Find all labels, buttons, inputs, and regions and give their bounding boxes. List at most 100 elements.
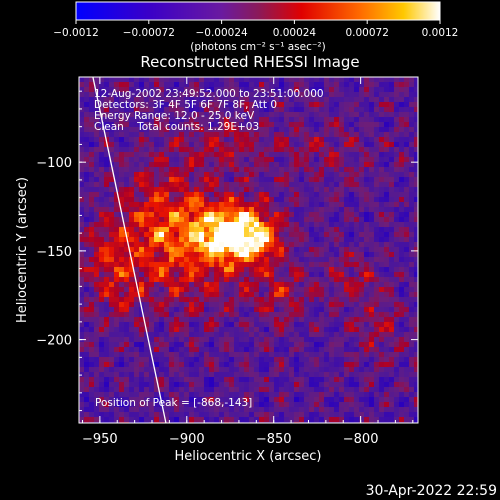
heatmap-cell <box>214 122 220 128</box>
heatmap-cell <box>309 102 315 108</box>
heatmap-cell <box>209 352 215 358</box>
heatmap-cell <box>214 402 220 408</box>
heatmap-cell <box>234 127 240 133</box>
heatmap-cell <box>389 317 395 323</box>
heatmap-cell <box>314 142 320 148</box>
y-tick-label: −150 <box>36 245 72 260</box>
heatmap-cell <box>194 332 200 338</box>
heatmap-cell <box>344 357 350 363</box>
heatmap-cell <box>179 102 185 108</box>
heatmap-cell <box>334 402 340 408</box>
heatmap-cell <box>189 382 195 388</box>
heatmap-cell <box>109 277 115 283</box>
heatmap-cell <box>244 377 250 383</box>
heatmap-cell <box>349 152 355 158</box>
heatmap-cell <box>194 152 200 158</box>
heatmap-cell <box>224 207 230 213</box>
heatmap-cell <box>339 212 345 218</box>
heatmap-cell <box>94 152 100 158</box>
heatmap-cell <box>344 392 350 398</box>
heatmap-cell <box>94 417 100 423</box>
heatmap-cell <box>124 207 130 213</box>
heatmap-cell <box>214 207 220 213</box>
heatmap-cell <box>159 392 165 398</box>
heatmap-cell <box>274 262 280 268</box>
heatmap-cell <box>344 337 350 343</box>
heatmap-cell <box>214 327 220 333</box>
heatmap-cell <box>189 372 195 378</box>
heatmap-cell <box>294 192 300 198</box>
heatmap-cell <box>139 332 145 338</box>
heatmap-cell <box>259 197 265 203</box>
heatmap-cell <box>379 207 385 213</box>
heatmap-cell <box>224 222 230 228</box>
heatmap-cell <box>249 417 255 423</box>
heatmap-cell <box>289 387 295 393</box>
heatmap-cell <box>99 347 105 353</box>
heatmap-cell <box>189 272 195 278</box>
heatmap-cell <box>369 207 375 213</box>
heatmap-cell <box>274 252 280 258</box>
heatmap-cell <box>254 122 260 128</box>
heatmap-cell <box>214 282 220 288</box>
heatmap-cell <box>234 97 240 103</box>
heatmap-cell <box>259 212 265 218</box>
heatmap-cell <box>384 232 390 238</box>
heatmap-cell <box>164 97 170 103</box>
heatmap-cell <box>214 377 220 383</box>
heatmap-cell <box>394 192 400 198</box>
heatmap-cell <box>244 97 250 103</box>
heatmap-cell <box>179 217 185 223</box>
heatmap-cell <box>154 402 160 408</box>
heatmap-cell <box>354 107 360 113</box>
heatmap-cell <box>289 97 295 103</box>
heatmap-cell <box>399 127 405 133</box>
heatmap-cell <box>229 267 235 273</box>
heatmap-cell <box>394 212 400 218</box>
heatmap-cell <box>194 212 200 218</box>
heatmap-cell <box>119 407 125 413</box>
heatmap-cell <box>99 212 105 218</box>
heatmap-cell <box>224 107 230 113</box>
heatmap-cell <box>269 357 275 363</box>
heatmap-cell <box>384 157 390 163</box>
heatmap-cell <box>219 107 225 113</box>
heatmap-cell <box>124 277 130 283</box>
heatmap-cell <box>129 142 135 148</box>
heatmap-cell <box>144 192 150 198</box>
heatmap-cell <box>349 162 355 168</box>
heatmap-cell <box>149 252 155 258</box>
heatmap-cell <box>209 297 215 303</box>
heatmap-cell <box>149 247 155 253</box>
heatmap-cell <box>379 212 385 218</box>
heatmap-cell <box>94 282 100 288</box>
heatmap-cell <box>409 237 415 243</box>
heatmap-cell <box>84 342 90 348</box>
heatmap-cell <box>254 182 260 188</box>
heatmap-cell <box>374 292 380 298</box>
heatmap-cell <box>294 217 300 223</box>
heatmap-cell <box>349 212 355 218</box>
heatmap-cell <box>304 82 310 88</box>
heatmap-cell <box>234 287 240 293</box>
heatmap-cell <box>319 262 325 268</box>
heatmap-cell <box>174 197 180 203</box>
heatmap-cell <box>394 182 400 188</box>
heatmap-cell <box>384 382 390 388</box>
heatmap-cell <box>369 202 375 208</box>
heatmap-cell <box>389 337 395 343</box>
heatmap-cell <box>104 302 110 308</box>
heatmap-cell <box>199 312 205 318</box>
heatmap-cell <box>409 347 415 353</box>
heatmap-cell <box>364 212 370 218</box>
heatmap-cell <box>129 277 135 283</box>
heatmap-cell <box>374 142 380 148</box>
heatmap-cell <box>169 407 175 413</box>
heatmap-cell <box>149 392 155 398</box>
heatmap-cell <box>99 327 105 333</box>
heatmap-cell <box>174 242 180 248</box>
heatmap-cell <box>284 417 290 423</box>
heatmap-cell <box>119 197 125 203</box>
heatmap-cell <box>274 297 280 303</box>
heatmap-cell <box>289 397 295 403</box>
